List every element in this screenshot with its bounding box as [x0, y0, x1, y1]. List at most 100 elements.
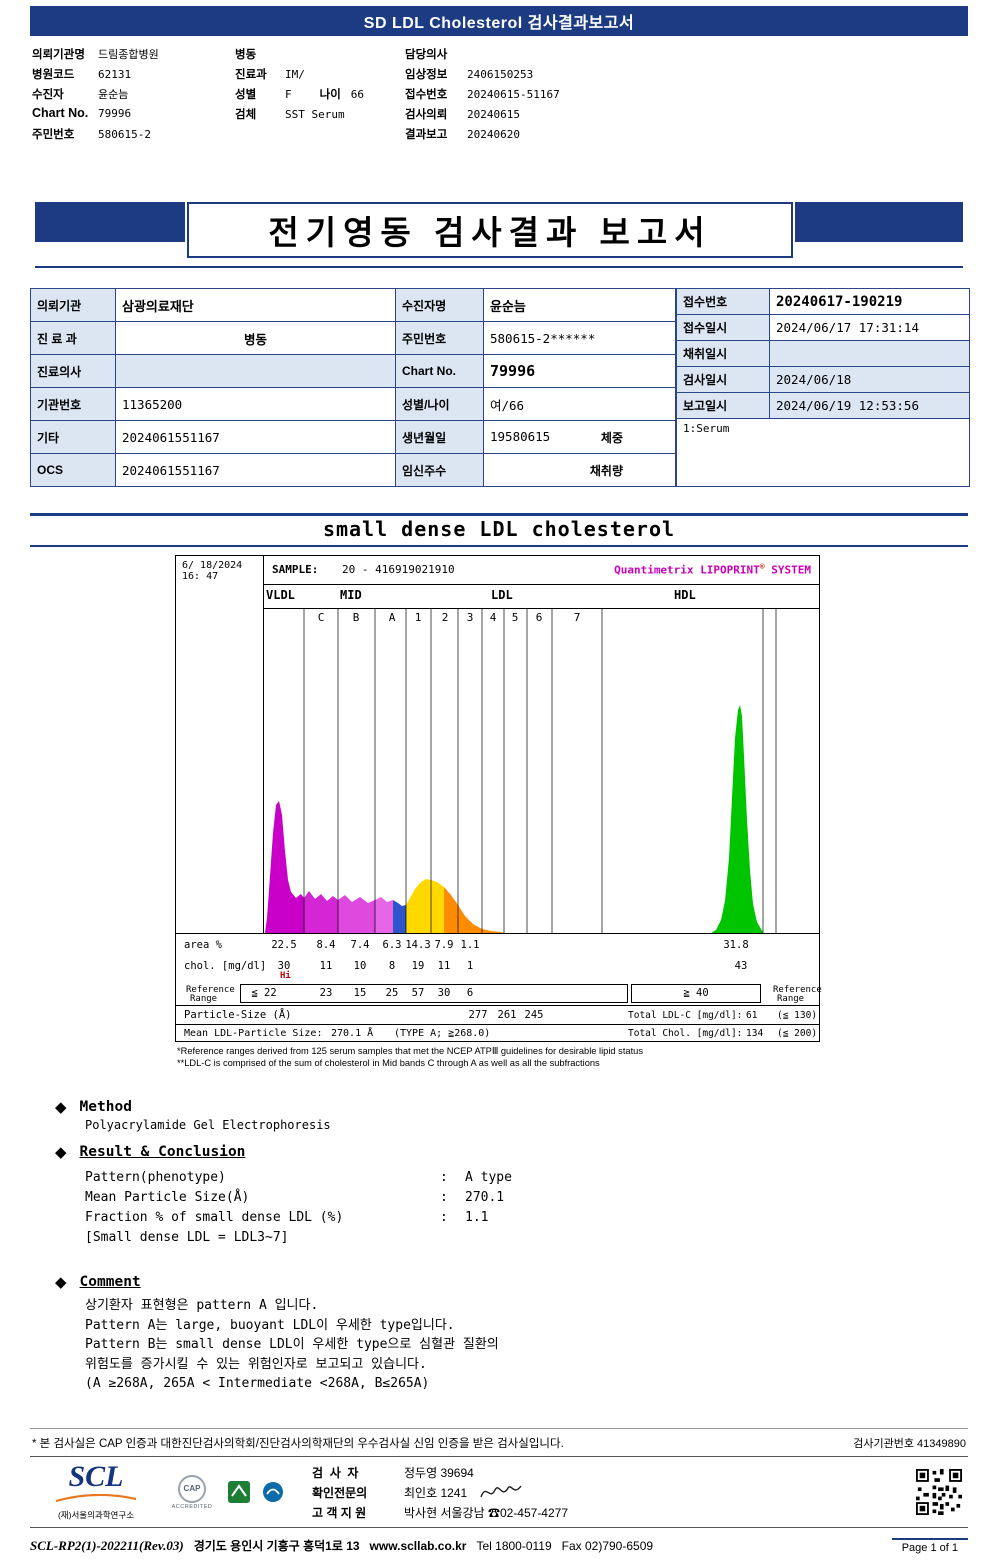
diamond-icon: ◆ [55, 1143, 67, 1161]
mid-a-blue-band [393, 900, 406, 933]
banner-underline [35, 266, 963, 268]
lab-website: www.scllab.co.kr [369, 1539, 467, 1553]
area-value-hdl: 31.8 [723, 939, 749, 951]
banner-title-box: 전기영동 검사결과 보고서 [187, 202, 793, 258]
field-row: 결과보고 20240620 [405, 126, 645, 146]
mid-c-band [304, 891, 338, 933]
cell-label: 진료의사 [30, 354, 116, 388]
field-row: 검사의뢰 20240615 [405, 106, 645, 126]
field-label: 접수번호 [405, 89, 448, 101]
document-code: SCL-RP2(1)-202211(Rev.03) [30, 1538, 184, 1553]
band-group-vldl: VLDL [266, 588, 295, 602]
band-grid-lines [303, 608, 777, 933]
band-sub-6: 6 [535, 611, 543, 624]
vldl-peak [265, 801, 304, 933]
field-row: 담당의사 [405, 46, 645, 66]
accession-number: 20240617-190219 [769, 288, 970, 315]
order-info-table: 의뢰기관 삼광의료재단 수진자명 윤순늠 진 료 과 병동 주민번호 58061… [30, 288, 970, 487]
banner-left-block [35, 202, 185, 242]
mean-size-row: Mean LDL-Particle Size: 270.1 Å (TYPE A;… [176, 1024, 819, 1042]
ref-value: 57 [411, 987, 425, 999]
field-row: Chart No. 79996 [32, 106, 232, 126]
band-group-ldl: LDL [491, 588, 513, 602]
chart-date-line1: 6/ 18/2024 [182, 560, 243, 571]
field-value: 20240615 [467, 108, 520, 121]
chol-value: 11 [319, 960, 333, 972]
area-row-label: area % [184, 939, 222, 951]
staff-label: 고 객 지 원 [312, 1505, 367, 1520]
high-flag: Hi [280, 971, 291, 981]
field-label: 주민번호 [32, 129, 75, 141]
field-label: 병원코드 [32, 69, 75, 81]
lab-fax: Fax 02)790-6509 [561, 1539, 654, 1553]
cell-label: 채취일시 [676, 340, 770, 367]
particle-size-value: 245 [524, 1009, 544, 1021]
banner-title: 전기영동 검사결과 보고서 [268, 214, 712, 251]
field-row: 임상정보 2406150253 [405, 66, 645, 86]
result-note: [Small dense LDL = LDL3~7] [85, 1230, 289, 1245]
cell-value: 11365200 [115, 387, 396, 421]
ref-value: 15 [353, 987, 367, 999]
address-row: SCL-RP2(1)-202211(Rev.03) 경기도 용인시 기흥구 흥덕… [30, 1537, 968, 1554]
scl-logo-swoosh [55, 1493, 137, 1502]
result-name: Pattern(phenotype) [85, 1170, 226, 1185]
report-title-bar: SD LDL Cholesterol 검사결과보고서 [30, 6, 968, 36]
particle-size-row: Particle-Size (Å) 277 261 245 Total LDL-… [176, 1005, 819, 1024]
chol-value: 30 [277, 960, 291, 972]
method-body: Polyacrylamide Gel Electrophoresis [85, 1118, 331, 1132]
band-sub-c: C [317, 611, 325, 624]
brand-system: SYSTEM [771, 563, 811, 577]
logo-staff-box: SCL (재)서울의과학연구소 CAP ACCREDITED 검 사 자 정두영 … [30, 1456, 968, 1528]
comment-lines: 상기환자 표현형은 pattern A 입니다. Pattern A는 larg… [85, 1296, 968, 1394]
area-value: 1.1 [460, 939, 480, 951]
chart-date: 6/ 18/2024 16: 47 [182, 560, 242, 582]
cell-label: 임신주수 [395, 453, 484, 487]
ref-value: 6 [466, 987, 474, 999]
accreditation-logo-blue [263, 1482, 283, 1502]
certification-row: * 본 검사실은 CAP 인증과 대한진단검사의학회/진단검사의학재단의 우수검… [30, 1428, 968, 1456]
mid-b-band [338, 895, 375, 933]
area-value: 7.4 [350, 939, 370, 951]
chol-value: 11 [437, 960, 451, 972]
method-section: ◆ Method Polyacrylamide Gel Electrophore… [55, 1099, 968, 1394]
staff-block: 검 사 자 정두영 39694 확인전문의 최인호 1241 고 객 지 원 박사현 … [312, 1462, 568, 1522]
field-label: 검사의뢰 [405, 109, 448, 121]
field-row: 검체 SST Serum [235, 106, 403, 126]
band-sub-5: 5 [511, 611, 519, 624]
cell-label: 생년월일 [395, 420, 484, 454]
comment-line: (A ≥268A, 265A < Intermediate <268A, B≤2… [85, 1376, 430, 1391]
table-row: 검사일시 2024/06/18 [676, 366, 970, 393]
field-label: 임상정보 [405, 69, 448, 81]
field-label: 성별 [235, 89, 257, 101]
lipoprint-brand: Quantimetrix LIPOPRINT® SYSTEM [614, 562, 811, 577]
cell-value: 병동 [115, 321, 396, 355]
result-value: A type [465, 1170, 512, 1185]
lab-number: 검사기관번호 41349890 [853, 1438, 966, 1450]
field-value: 드림종합병원 [98, 48, 159, 61]
band-sub-2: 2 [441, 611, 449, 624]
field-value: 79996 [98, 107, 132, 120]
certification-note: * 본 검사실은 CAP 인증과 대한진단검사의학회/진단검사의학재단의 우수검… [32, 1438, 564, 1450]
field-row: 성별 F 나이 66 [235, 86, 403, 106]
cell-value: 79996 [483, 354, 676, 388]
ldl2-yellow-band [431, 880, 444, 933]
area-value: 22.5 [271, 939, 297, 951]
sample-label: SAMPLE: [272, 563, 319, 576]
chol-value-hdl: 43 [734, 960, 748, 972]
result-value: 270.1 [465, 1190, 505, 1205]
total-ldl-value: 61 [746, 1010, 758, 1021]
comment-line: 위험도를 증가시킬 수 있는 위험인자로 보고되고 있습니다. [85, 1356, 427, 1372]
chol-value: 8 [388, 960, 396, 972]
ref-value-hdl: ≧ 40 [683, 987, 709, 999]
electrophoresis-curve [265, 608, 777, 933]
field-value: 20240615-51167 [467, 88, 560, 101]
chol-row: chol. [mg/dl] 30 11 10 8 19 11 1 43 Hi [176, 956, 819, 983]
result-heading: Result & Conclusion [79, 1144, 246, 1160]
lab-tel: Tel 1800-0119 [476, 1539, 552, 1553]
chol-value: 10 [353, 960, 367, 972]
cell-value: 580615-2****** [483, 321, 676, 355]
staff-row: 검 사 자 정두영 39694 [312, 1462, 568, 1482]
area-value: 6.3 [382, 939, 402, 951]
brand-lipoprint: LIPOPRINT [700, 563, 760, 577]
